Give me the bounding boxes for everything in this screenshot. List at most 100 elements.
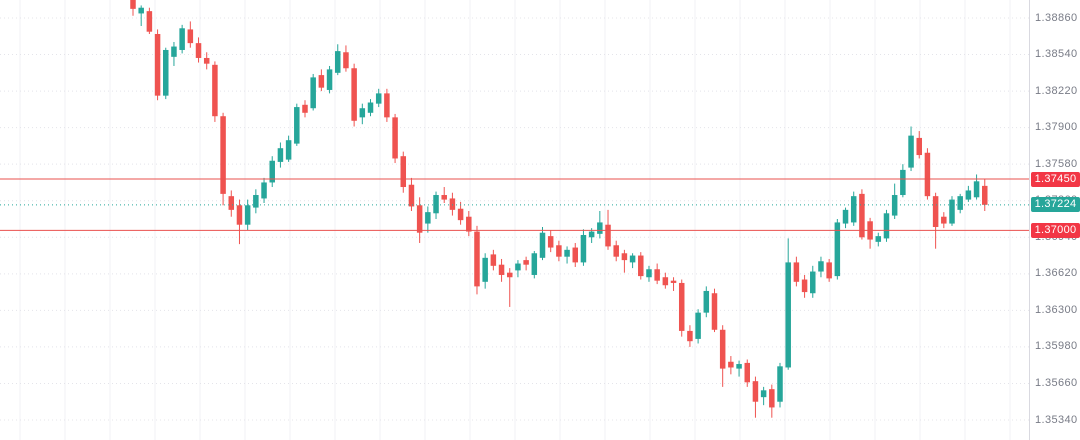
price-tick-label: 1.38220 — [1035, 84, 1078, 97]
candle-down-body — [416, 205, 423, 233]
candle-down-body — [384, 93, 390, 118]
candle-down-body — [654, 269, 660, 281]
candle-up-body — [244, 205, 251, 225]
candle-up-body — [171, 46, 177, 57]
price-tick-label: 1.35980 — [1035, 340, 1078, 353]
current-price-badge: 1.37224 — [1031, 197, 1080, 213]
candle-up-body — [949, 199, 955, 224]
candle-down-body — [711, 293, 718, 330]
candle-down-body — [924, 152, 931, 197]
candle-down-body — [318, 75, 325, 88]
candle-up-body — [433, 195, 439, 214]
candle-down-body — [343, 52, 349, 69]
candle-down-body — [744, 362, 750, 383]
candle-down-body — [605, 224, 611, 247]
candle-up-body — [531, 253, 538, 275]
candle-up-body — [335, 51, 341, 73]
candle-down-body — [728, 361, 734, 368]
candle-up-body — [785, 262, 791, 368]
candle-up-body — [163, 49, 169, 96]
candle-down-body — [466, 216, 472, 232]
candle-up-body — [588, 231, 595, 238]
candle-up-body — [285, 140, 292, 160]
candle-up-body — [883, 213, 890, 239]
candle-up-body — [842, 209, 849, 224]
candle-down-body — [154, 33, 161, 96]
candle-down-body — [769, 389, 775, 408]
candle-up-body — [818, 261, 824, 272]
price-tick-label: 1.38540 — [1035, 48, 1078, 61]
candle-down-body — [351, 68, 357, 121]
candle-down-body — [556, 245, 562, 257]
candle-down-body — [203, 57, 210, 64]
candle-up-body — [695, 312, 701, 339]
candle-up-body — [375, 93, 382, 104]
candle-up-body — [482, 257, 488, 282]
candle-up-body — [777, 366, 783, 402]
candle-down-body — [523, 260, 529, 265]
candle-up-body — [908, 135, 914, 168]
chart-pane[interactable] — [0, 0, 1029, 440]
candle-up-body — [253, 195, 259, 208]
candle-down-body — [752, 381, 759, 402]
candle-up-body — [564, 249, 570, 257]
candle-up-body — [973, 181, 980, 198]
candle-down-body — [408, 184, 415, 207]
candle-down-body — [490, 254, 497, 266]
candle-down-body — [400, 156, 407, 188]
price-tick-label: 1.37900 — [1035, 121, 1078, 134]
candle-down-body — [662, 277, 669, 286]
candle-up-body — [294, 107, 300, 144]
candle-up-body — [957, 196, 963, 210]
price-scale[interactable]: 1.37450 1.37224 1.37000 1.38860 1.38540 1.… — [1029, 0, 1080, 440]
candle-up-body — [834, 222, 841, 277]
candle-down-body — [687, 330, 693, 342]
candle-down-body — [621, 253, 628, 261]
candle-down-body — [638, 255, 644, 277]
candle-up-body — [179, 28, 185, 50]
candle-down-body — [916, 137, 922, 156]
candle-down-body — [506, 272, 513, 278]
candle-up-body — [425, 212, 431, 224]
candle-down-body — [220, 116, 226, 194]
candle-down-body — [457, 208, 464, 221]
grid-vertical-lines — [19, 0, 1011, 440]
candle-up-body — [367, 102, 374, 113]
price-tick-label: 1.35340 — [1035, 413, 1078, 426]
candle-down-body — [613, 245, 619, 257]
candle-down-body — [547, 236, 554, 248]
candle-up-body — [269, 160, 275, 183]
candle-up-body — [810, 271, 816, 294]
resistance-price-badge: 1.37450 — [1031, 171, 1080, 187]
candle-up-body — [277, 148, 284, 162]
candle-down-body — [228, 196, 235, 210]
candle-down-body — [801, 279, 808, 293]
candle-up-body — [326, 69, 333, 90]
candle-down-body — [236, 205, 243, 225]
price-tick-label: 1.37580 — [1035, 157, 1078, 170]
candle-up-body — [138, 7, 144, 14]
candle-down-body — [572, 247, 579, 263]
candle-up-body — [965, 190, 972, 200]
candle-down-body — [941, 216, 947, 224]
candle-up-body — [310, 77, 316, 109]
candle-down-body — [187, 29, 194, 44]
candle-up-body — [900, 169, 906, 196]
price-tick-label: 1.36620 — [1035, 267, 1078, 280]
candle-down-body — [498, 264, 505, 275]
candle-down-body — [678, 282, 685, 331]
candle-down-body — [195, 43, 202, 58]
candle-up-body — [891, 195, 898, 216]
candle-down-body — [859, 193, 865, 238]
candle-down-body — [146, 11, 153, 32]
candle-down-body — [932, 196, 939, 227]
price-tick-label: 1.38860 — [1035, 11, 1078, 24]
candle-up-body — [580, 234, 587, 263]
candle-up-body — [261, 182, 267, 199]
candle-down-body — [982, 185, 988, 205]
candles-layer — [130, 0, 988, 418]
candle-down-body — [670, 280, 677, 283]
candle-down-body — [130, 0, 136, 9]
candle-down-body — [826, 262, 832, 279]
